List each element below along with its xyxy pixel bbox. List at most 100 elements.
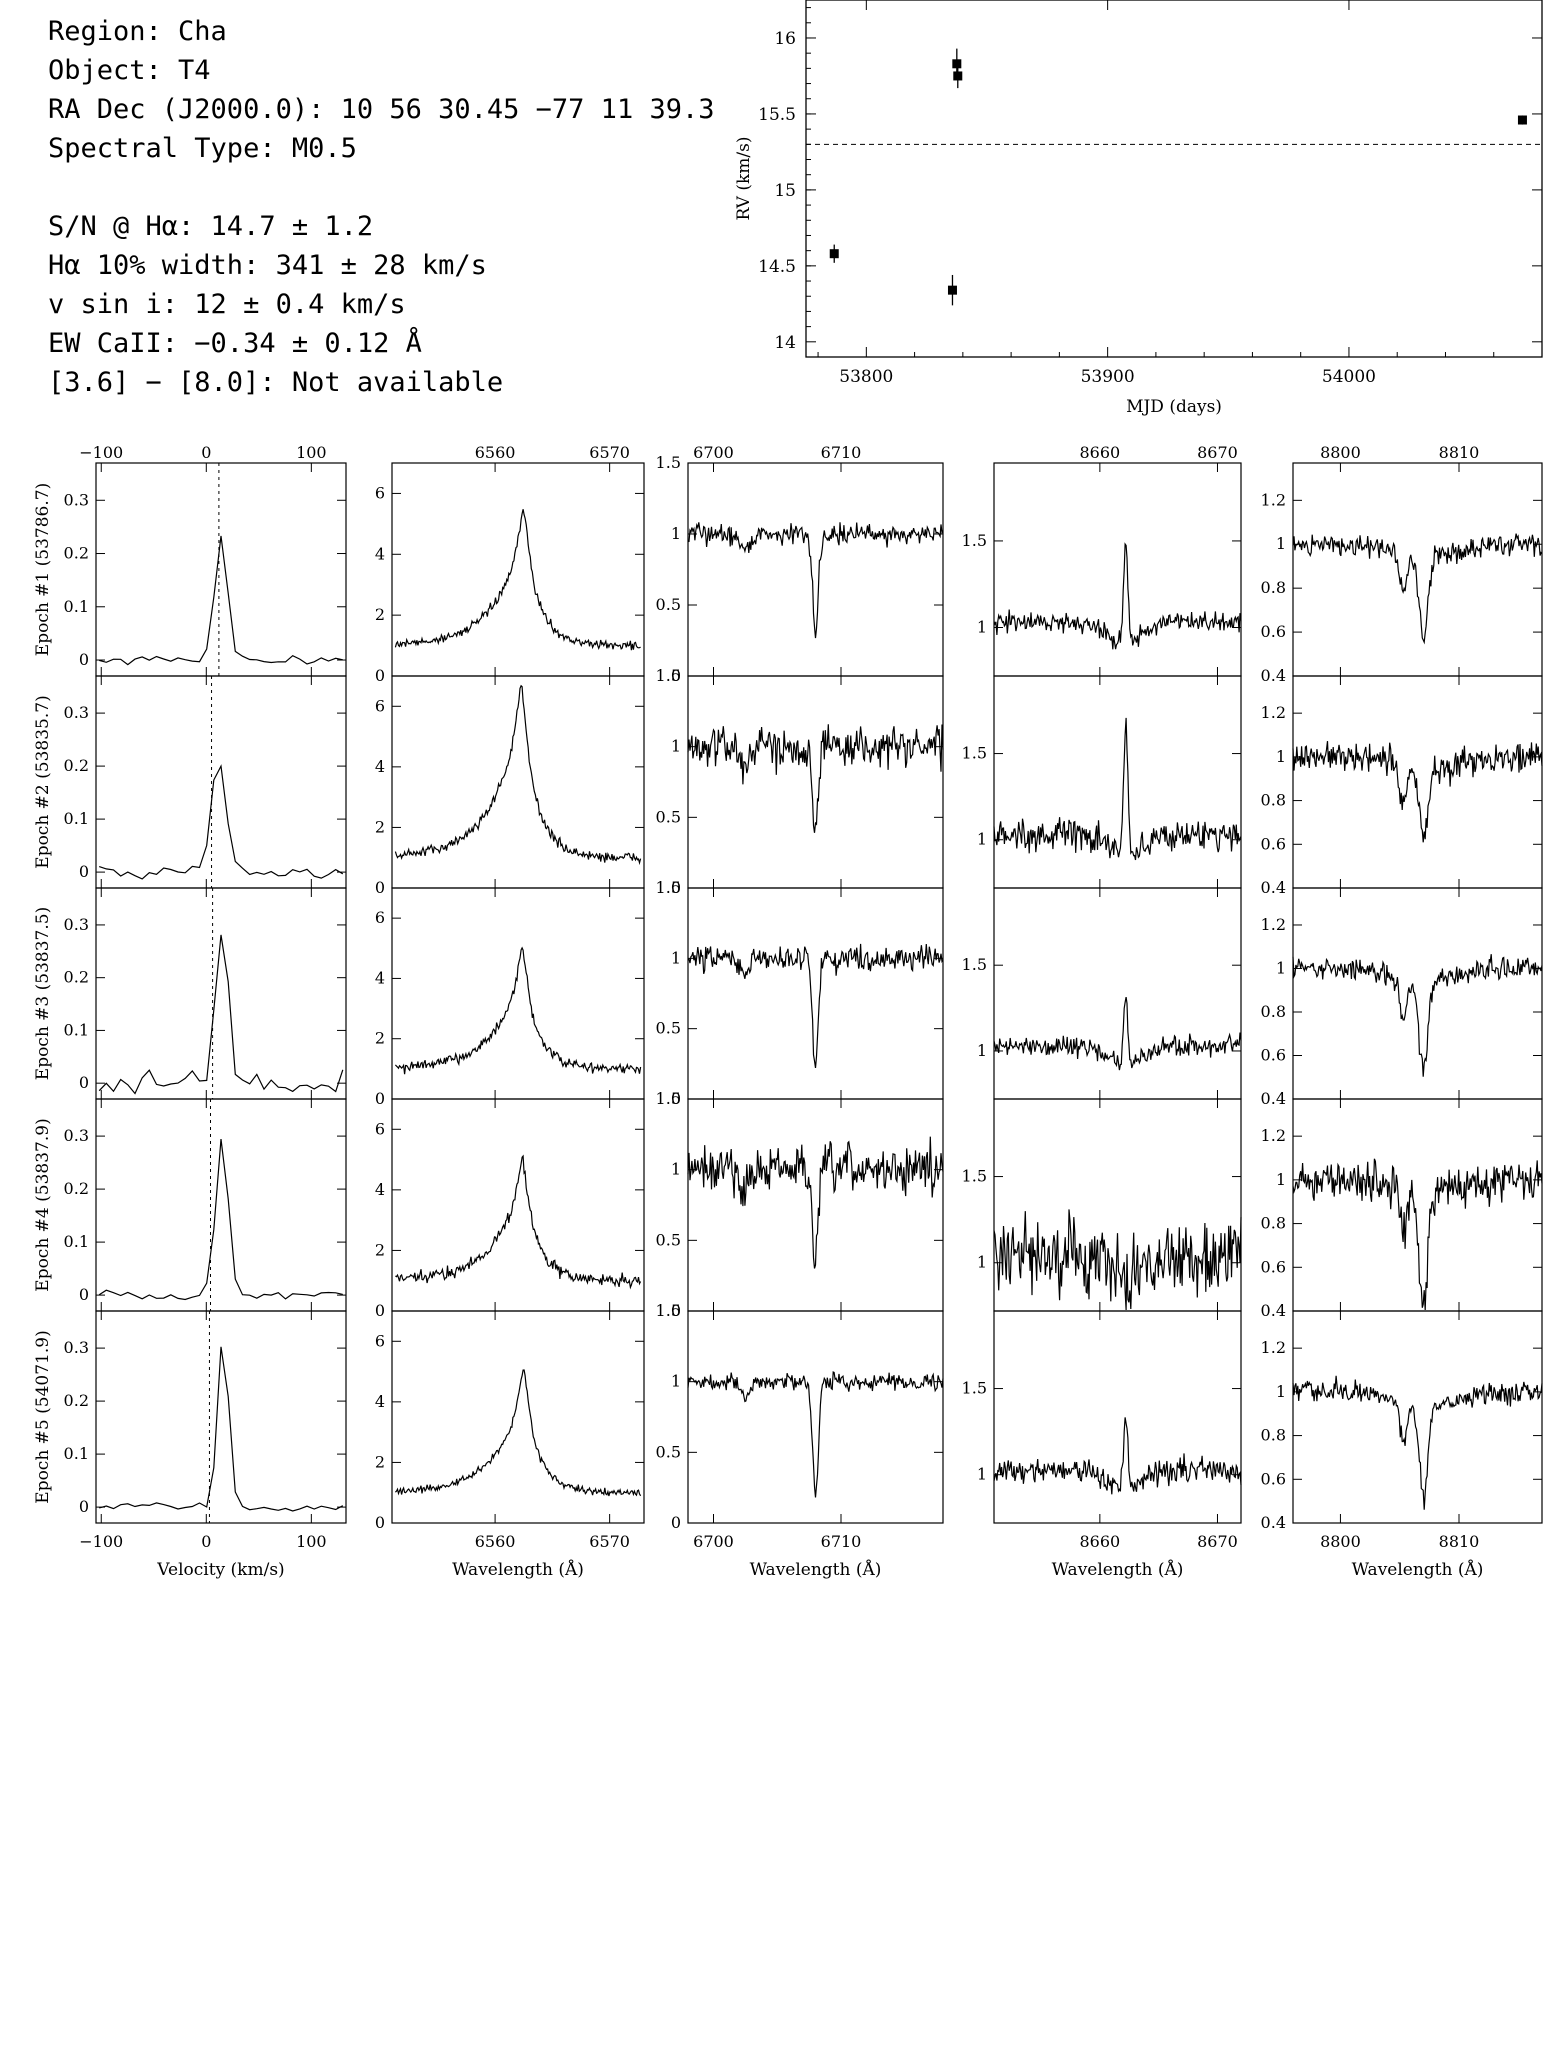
- y-tick-label: 1.5: [656, 1089, 681, 1108]
- spectra-column-caii_8662: 11.511.511.511.511.58660866086708670Wave…: [962, 443, 1242, 1580]
- spectrum-line: [1292, 954, 1543, 1077]
- rv-y-tick-label: 15.5: [758, 105, 796, 125]
- x-bottom-tick-label: 8660: [1079, 1532, 1120, 1551]
- rv-point: [947, 285, 957, 295]
- spectrum-line: [99, 764, 344, 880]
- y-tick-label: 1: [1276, 534, 1286, 553]
- y-tick-label: 1: [1276, 1170, 1286, 1189]
- spectrum-line: [394, 946, 642, 1075]
- y-tick-label: 0.5: [656, 595, 681, 614]
- y-tick-label: 0.4: [1261, 878, 1286, 897]
- y-tick-label: 0.5: [656, 1019, 681, 1038]
- x-bottom-tick-label: 0: [201, 1532, 211, 1551]
- x-top-tick-label: 8800: [1320, 443, 1361, 462]
- y-tick-label: 0.4: [1261, 1301, 1286, 1320]
- spectrum-panel: 0 0.5 1 1.5: [656, 878, 944, 1108]
- x-top-tick-label: 8670: [1197, 443, 1238, 462]
- y-tick-label: 2: [375, 1452, 385, 1471]
- y-tick-label: 6: [375, 696, 385, 715]
- spectrum-line: [1292, 1375, 1543, 1510]
- spectrum-panel: 0 0.1 0.2 0.3 Epoch #5 (54071.9): [33, 1310, 347, 1524]
- y-tick-label: 1.5: [962, 1167, 987, 1186]
- rv-y-tick-label: 15: [774, 181, 796, 201]
- y-tick-label: 2: [375, 1029, 385, 1048]
- panel-frame: [687, 675, 944, 889]
- spectrum-panel: 0.4 0.6 0.8 1 1.2: [1261, 1098, 1543, 1320]
- spectrum-panel: 11.5: [962, 462, 1242, 677]
- y-tick-label: 0: [79, 650, 89, 669]
- y-tick-label: 0.3: [64, 703, 89, 722]
- y-tick-label: 0.6: [1261, 1257, 1286, 1276]
- y-tick-label: 0.1: [64, 1232, 89, 1251]
- object-line: Object: T4: [48, 55, 211, 86]
- spectrum-line: [993, 996, 1242, 1071]
- halpha-width-line: Hα 10% width: 341 ± 28 km/s: [48, 250, 487, 281]
- y-tick-label: 1: [671, 1372, 681, 1391]
- spectrum-panel: 0 0.1 0.2 0.3 Epoch #4 (53837.9): [33, 1098, 347, 1312]
- rv-x-tick-label: 53800: [839, 367, 893, 387]
- y-tick-label: 0.4: [1261, 1513, 1286, 1532]
- panel-frame: [1292, 1098, 1543, 1312]
- spectrum-line: [394, 1369, 642, 1497]
- y-tick-label: 0.5: [656, 1442, 681, 1461]
- y-tick-label: 0.2: [64, 1391, 89, 1410]
- spectrum-line: [993, 1417, 1242, 1495]
- spectrum-line: [98, 1139, 343, 1301]
- y-tick-label: 0.3: [64, 1126, 89, 1145]
- spectrum-line: [394, 684, 642, 866]
- x-axis-label: Wavelength (Å): [452, 1559, 584, 1580]
- y-tick-label: 0.8: [1261, 578, 1286, 597]
- y-tick-label: 1: [977, 618, 987, 637]
- x-top-tick-label: 6700: [693, 443, 734, 462]
- x-top-tick-label: 0: [201, 443, 211, 462]
- x-axis-label: Wavelength (Å): [1352, 1559, 1484, 1580]
- y-tick-label: 2: [375, 605, 385, 624]
- rv-x-tick-label: 53900: [1081, 367, 1135, 387]
- panel-frame: [1292, 675, 1543, 889]
- y-tick-label: 1: [977, 1253, 987, 1272]
- y-tick-label: 1: [671, 1160, 681, 1179]
- rv-point: [953, 71, 963, 81]
- rv-x-axis-label: MJD (days): [1126, 397, 1222, 417]
- panel-frame: [687, 1098, 944, 1312]
- y-tick-label: 6: [375, 483, 385, 502]
- y-tick-label: 1: [977, 1041, 987, 1060]
- x-axis-label: Velocity (km/s): [156, 1560, 284, 1580]
- y-tick-label: 1.5: [962, 744, 987, 763]
- rv-point: [829, 249, 839, 259]
- panel-frame: [1292, 1310, 1543, 1524]
- x-top-tick-label: 6570: [589, 443, 630, 462]
- y-tick-label: 0.8: [1261, 1214, 1286, 1233]
- epoch-label: Epoch #3 (53837.5): [33, 907, 53, 1080]
- y-tick-label: 0.6: [1261, 1045, 1286, 1064]
- x-top-tick-label: 6560: [475, 443, 516, 462]
- x-bottom-tick-label: 6710: [821, 1532, 862, 1551]
- rv-y-tick-label: 16: [774, 29, 796, 49]
- y-tick-label: 4: [375, 1392, 385, 1411]
- spectrum-panel: 0 0.5 1 1.5: [656, 453, 944, 685]
- x-axis-label: Wavelength (Å): [1052, 1559, 1184, 1580]
- y-tick-label: 1.2: [1261, 703, 1286, 722]
- spectra-column-halpha: 0 2 4 6 0 2 4 6 0 2 4 6 0 2 4 6 0 2 4 6 6560 6560 6570 6570 Wave…: [375, 443, 645, 1580]
- spectrum-line: [98, 934, 344, 1095]
- spectrum-panel: 0.4 0.6 0.8 1 1.2: [1261, 462, 1543, 685]
- spectral-type-line: Spectral Type: M0.5: [48, 133, 357, 164]
- y-tick-label: 1: [1276, 958, 1286, 977]
- y-tick-label: 6: [375, 908, 385, 927]
- y-tick-label: 4: [375, 544, 385, 563]
- y-tick-label: 1: [671, 737, 681, 756]
- y-tick-label: 0: [375, 1513, 385, 1532]
- y-tick-label: 0.4: [1261, 1089, 1286, 1108]
- y-tick-label: 0: [79, 862, 89, 881]
- spectrum-line: [1292, 533, 1543, 645]
- spectrum-panel: 0 0.5 1 1.5: [656, 666, 944, 897]
- y-tick-label: 0: [671, 1301, 681, 1320]
- rv-point: [952, 59, 962, 69]
- spectra-grid: 0 0.1 0.2 0.3 Epoch #1 (53786.7) 0 0.1 0.2 0.3 Ep…: [33, 443, 1543, 1580]
- y-tick-label: 0.5: [656, 807, 681, 826]
- y-tick-label: 4: [375, 1180, 385, 1199]
- star-info-block: Region: Cha Object: T4 RA Dec (J2000.0):…: [48, 12, 714, 402]
- x-bottom-tick-label: 8800: [1320, 1532, 1361, 1551]
- y-tick-label: 1.5: [656, 666, 681, 685]
- spectrum-panel: 0.4 0.6 0.8 1 1.2: [1261, 1310, 1543, 1532]
